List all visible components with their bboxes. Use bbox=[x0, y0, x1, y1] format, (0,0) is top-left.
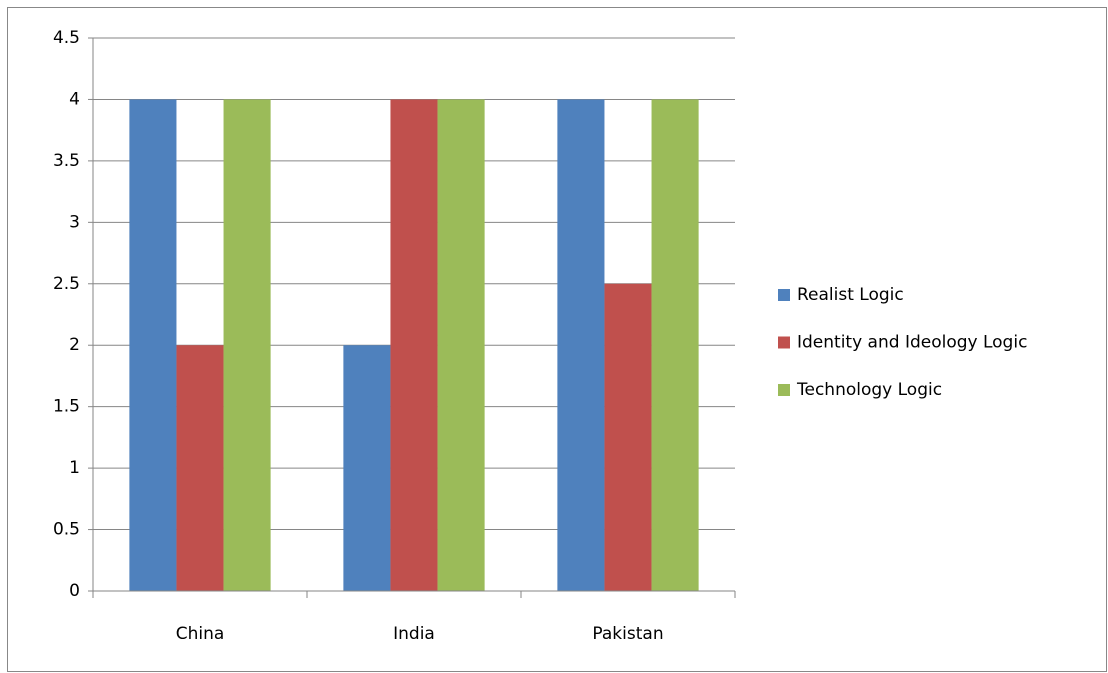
bar bbox=[437, 99, 485, 591]
legend-label: Realist Logic bbox=[797, 285, 904, 305]
bar bbox=[223, 99, 271, 591]
x-tick-label: India bbox=[393, 624, 435, 644]
y-tick-label: 4.5 bbox=[53, 28, 80, 48]
y-tick-label: 4 bbox=[69, 89, 80, 109]
bar bbox=[651, 99, 699, 591]
legend-swatch bbox=[778, 289, 790, 301]
legend-swatch bbox=[778, 384, 790, 396]
y-tick-label: 1 bbox=[69, 458, 80, 478]
y-tick-label: 1.5 bbox=[53, 397, 80, 417]
bar bbox=[390, 99, 438, 591]
legend-label: Technology Logic bbox=[796, 380, 942, 400]
legend-label: Identity and Ideology Logic bbox=[797, 333, 1027, 353]
bar bbox=[176, 345, 224, 591]
bar bbox=[604, 283, 652, 591]
y-tick-label: 0 bbox=[69, 581, 80, 601]
y-tick-label: 3 bbox=[69, 212, 80, 232]
y-tick-label: 3.5 bbox=[53, 151, 80, 171]
x-tick-label: Pakistan bbox=[592, 624, 663, 644]
bar bbox=[129, 99, 177, 591]
x-tick-label: China bbox=[176, 624, 225, 644]
y-tick-label: 2.5 bbox=[53, 274, 80, 294]
y-tick-label: 0.5 bbox=[53, 520, 80, 540]
legend-swatch bbox=[778, 336, 790, 349]
bar bbox=[343, 345, 391, 591]
y-tick-label: 2 bbox=[69, 335, 80, 355]
bar bbox=[557, 99, 605, 591]
